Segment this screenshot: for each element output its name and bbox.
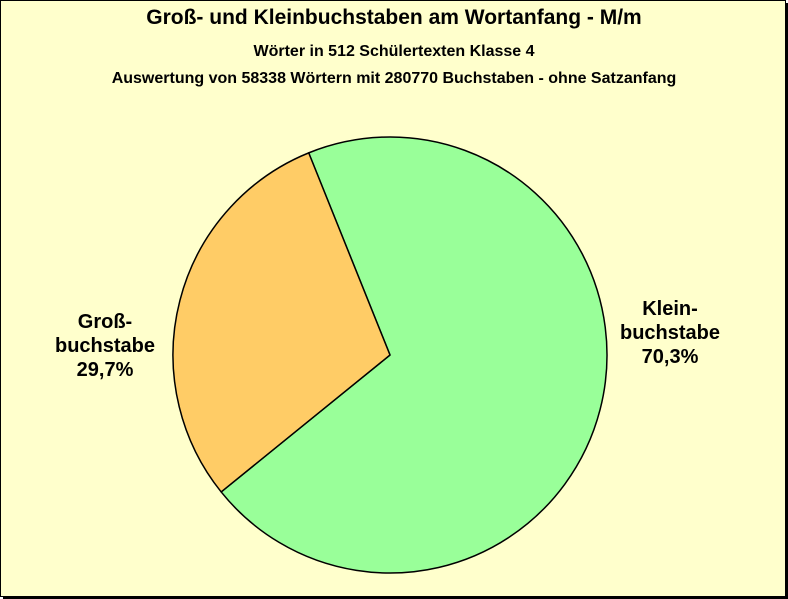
slice-label-klein-percent: 70,3% [641,346,699,368]
chart-subtitle-2: Auswertung von 58338 Wörtern mit 280770 … [111,70,677,87]
chart-title: Groß- und Kleinbuchstaben am Wortanfang … [146,6,642,29]
slice-label-gross-line1: Groß- [77,311,133,333]
pie-slice-grossbuchstabe [172,152,391,493]
slice-label-klein-line2: buchstabe [619,322,721,344]
slice-label-gross-line2: buchstabe [54,335,156,357]
pie-slice-kleinbuchstabe [220,136,608,574]
slice-label-klein: Klein- buchstabe 70,3% [590,297,750,369]
chart-subtitle-1: Wörter in 512 Schülertexten Klasse 4 [253,43,535,60]
slice-label-gross: Groß- buchstabe 29,7% [25,310,185,382]
slice-label-klein-line1: Klein- [642,298,698,320]
slice-label-gross-percent: 29,7% [76,359,134,381]
